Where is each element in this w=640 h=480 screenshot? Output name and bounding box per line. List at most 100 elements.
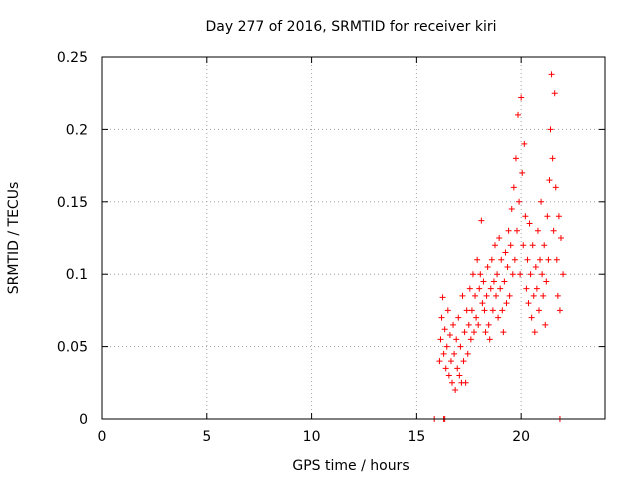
y-tick-label: 0.2 [66, 122, 88, 138]
data-point [438, 314, 445, 321]
data-point [436, 358, 443, 365]
data-point [486, 336, 493, 343]
data-point [479, 300, 486, 307]
data-point [521, 140, 528, 147]
data-point [516, 198, 523, 205]
data-point [553, 256, 560, 263]
data-point [518, 94, 525, 101]
data-point [554, 292, 561, 299]
data-point [501, 278, 508, 285]
data-point [465, 321, 472, 328]
data-point [533, 285, 540, 292]
data-point [538, 198, 545, 205]
data-point [540, 292, 547, 299]
data-point [515, 111, 522, 118]
data-point [527, 271, 534, 278]
data-point [451, 350, 458, 357]
data-point [522, 213, 529, 220]
data-point [485, 321, 492, 328]
data-point [462, 379, 469, 386]
data-point [453, 336, 460, 343]
data-point [519, 169, 526, 176]
data-point [491, 242, 498, 249]
data-point [445, 372, 452, 379]
data-point [531, 329, 538, 336]
data-point [534, 227, 541, 234]
data-point [468, 307, 475, 314]
data-point [484, 263, 491, 270]
data-point [464, 350, 471, 357]
data-point [550, 227, 557, 234]
data-point [530, 292, 537, 299]
data-point [466, 285, 473, 292]
data-points [431, 71, 567, 422]
data-point [487, 285, 494, 292]
data-point [528, 314, 535, 321]
data-point [545, 256, 552, 263]
data-point [504, 263, 511, 270]
data-point [441, 326, 448, 333]
data-point [482, 329, 489, 336]
data-point [529, 242, 536, 249]
data-point [512, 155, 519, 162]
data-point [549, 155, 556, 162]
data-point [442, 365, 449, 372]
data-point [525, 300, 532, 307]
grid [102, 57, 605, 419]
x-tick-label: 10 [303, 429, 321, 445]
data-point [556, 307, 563, 314]
y-axis-title: SRMTID / TECUs [6, 182, 22, 295]
data-point [552, 184, 559, 191]
y-tick-labels: 0 0.05 0.1 0.15 0.2 0.25 [57, 50, 88, 428]
data-point [461, 329, 468, 336]
data-point [503, 300, 510, 307]
data-point [488, 256, 495, 263]
data-point [474, 256, 481, 263]
y-tick-label: 0.05 [57, 340, 88, 356]
data-point [446, 332, 453, 339]
data-point [520, 242, 527, 249]
data-point [547, 126, 554, 133]
x-tick-label: 15 [407, 429, 425, 445]
data-point [460, 358, 467, 365]
data-point [523, 285, 530, 292]
data-point [456, 372, 463, 379]
data-point [509, 271, 516, 278]
y-tick-label: 0.1 [66, 267, 88, 283]
data-point [546, 177, 553, 184]
data-point [447, 358, 454, 365]
data-point [524, 256, 531, 263]
data-point [513, 227, 520, 234]
data-point [471, 329, 478, 336]
x-tick-label: 0 [98, 429, 107, 445]
data-point [537, 256, 544, 263]
data-point [497, 285, 504, 292]
x-tick-label: 5 [202, 429, 211, 445]
axis-ticks [101, 56, 605, 420]
data-point [478, 217, 485, 224]
data-point [449, 379, 456, 386]
data-point [443, 343, 450, 350]
y-tick-label: 0.15 [57, 195, 88, 211]
data-point [459, 292, 466, 299]
y-tick-label: 0 [79, 412, 88, 428]
data-point [548, 71, 555, 78]
data-point [506, 292, 513, 299]
data-point [542, 321, 549, 328]
x-axis-title: GPS time / hours [292, 458, 409, 474]
data-point [535, 307, 542, 314]
data-point [551, 90, 558, 97]
data-point [457, 343, 464, 350]
data-point [481, 307, 488, 314]
data-point [510, 184, 517, 191]
data-point [526, 220, 533, 227]
y-tick-label: 0.25 [57, 50, 88, 66]
data-point [469, 271, 476, 278]
data-point [532, 263, 539, 270]
data-point [543, 278, 550, 285]
data-point [463, 307, 470, 314]
data-point [480, 278, 487, 285]
data-point [499, 307, 506, 314]
data-point [476, 285, 483, 292]
